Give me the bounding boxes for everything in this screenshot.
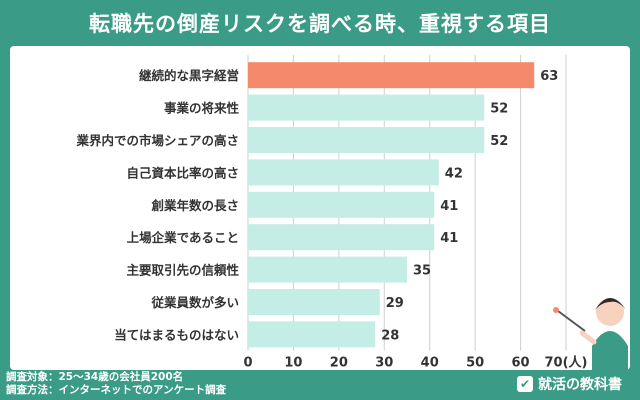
x-tick-label: 30 (375, 356, 393, 370)
category-labels: 継続的な黒字経営事業の将来性業界内での市場シェアの高さ自己資本比率の高さ創業年数… (75, 68, 239, 342)
presenter-body (592, 331, 628, 370)
bar-value-label: 29 (386, 296, 404, 311)
bar (248, 321, 376, 348)
presenter-arm (579, 330, 597, 345)
category-label: 主要取引先の信頼性 (126, 263, 239, 278)
x-tick-label: 10 (284, 356, 302, 370)
bar-value-label: 42 (445, 166, 463, 181)
bar-value-label: 63 (540, 69, 558, 84)
category-label: 自己資本比率の高さ (126, 165, 239, 180)
bar-value-label: 35 (413, 264, 431, 279)
bar (248, 256, 407, 283)
bar (248, 159, 439, 186)
bar (248, 289, 380, 315)
x-tick-label: 60 (512, 356, 530, 370)
survey-target: 調査対象：25〜34歳の会社員200名 (6, 371, 184, 383)
x-tick-label: 70(人) (545, 355, 588, 370)
bar (248, 127, 485, 153)
presenter-face (596, 298, 624, 326)
survey-method: 調査方法：インターネットでのアンケート調査 (6, 384, 227, 396)
category-label: 事業の将来性 (164, 101, 240, 116)
brand-name: 就活の教科書 (538, 377, 622, 393)
bar (248, 94, 485, 121)
category-label: 継続的な黒字経営 (139, 68, 239, 83)
x-axis-ticks: 0 10 20 30 40 50 60 70(人) (243, 355, 587, 370)
bar-value-label: 41 (440, 231, 458, 246)
presenter-illustration (553, 298, 628, 370)
survey-note: 調査対象：25〜34歳の会社員200名 調査方法：インターネットでのアンケート調… (6, 371, 226, 397)
chart-title: 転職先の倒産リスクを調べる時、重視する項目 (89, 12, 551, 36)
bar (248, 62, 535, 89)
bar-value-label: 52 (490, 102, 508, 117)
x-tick-label: 50 (466, 356, 484, 370)
category-label: 当てはまるものはない (114, 327, 239, 342)
pointer-tip (553, 307, 559, 313)
category-label: 創業年数の長さ (150, 198, 239, 213)
brand-logo: ✔ 就活の教科書 (517, 374, 622, 394)
x-tick-label: 40 (421, 356, 439, 370)
bar-value-label: 52 (490, 134, 508, 149)
category-label: 上場企業であること (127, 230, 239, 245)
bar-chart: 63 52 52 42 41 41 35 29 28 継続的な黒字経営事業の将来性業界内での市場… (75, 55, 628, 370)
presenter-hair (595, 298, 626, 310)
bar-value-label: 41 (440, 199, 458, 214)
x-tick-label: 20 (330, 356, 348, 370)
pointer-stick (557, 310, 586, 332)
category-label: 従業員数が多い (150, 295, 239, 310)
bar-value-label: 28 (381, 328, 399, 343)
bar (248, 191, 435, 218)
bar (248, 224, 435, 251)
check-badge-icon: ✔ (517, 376, 533, 392)
chart-panel: 63 52 52 42 41 41 35 29 28 継続的な黒字経営事業の将来性業界内での市場… (10, 46, 630, 370)
category-label: 業界内での市場シェアの高さ (75, 133, 239, 148)
bars: 63 52 52 42 41 41 35 29 28 (248, 62, 558, 348)
x-tick-label: 0 (243, 356, 252, 370)
